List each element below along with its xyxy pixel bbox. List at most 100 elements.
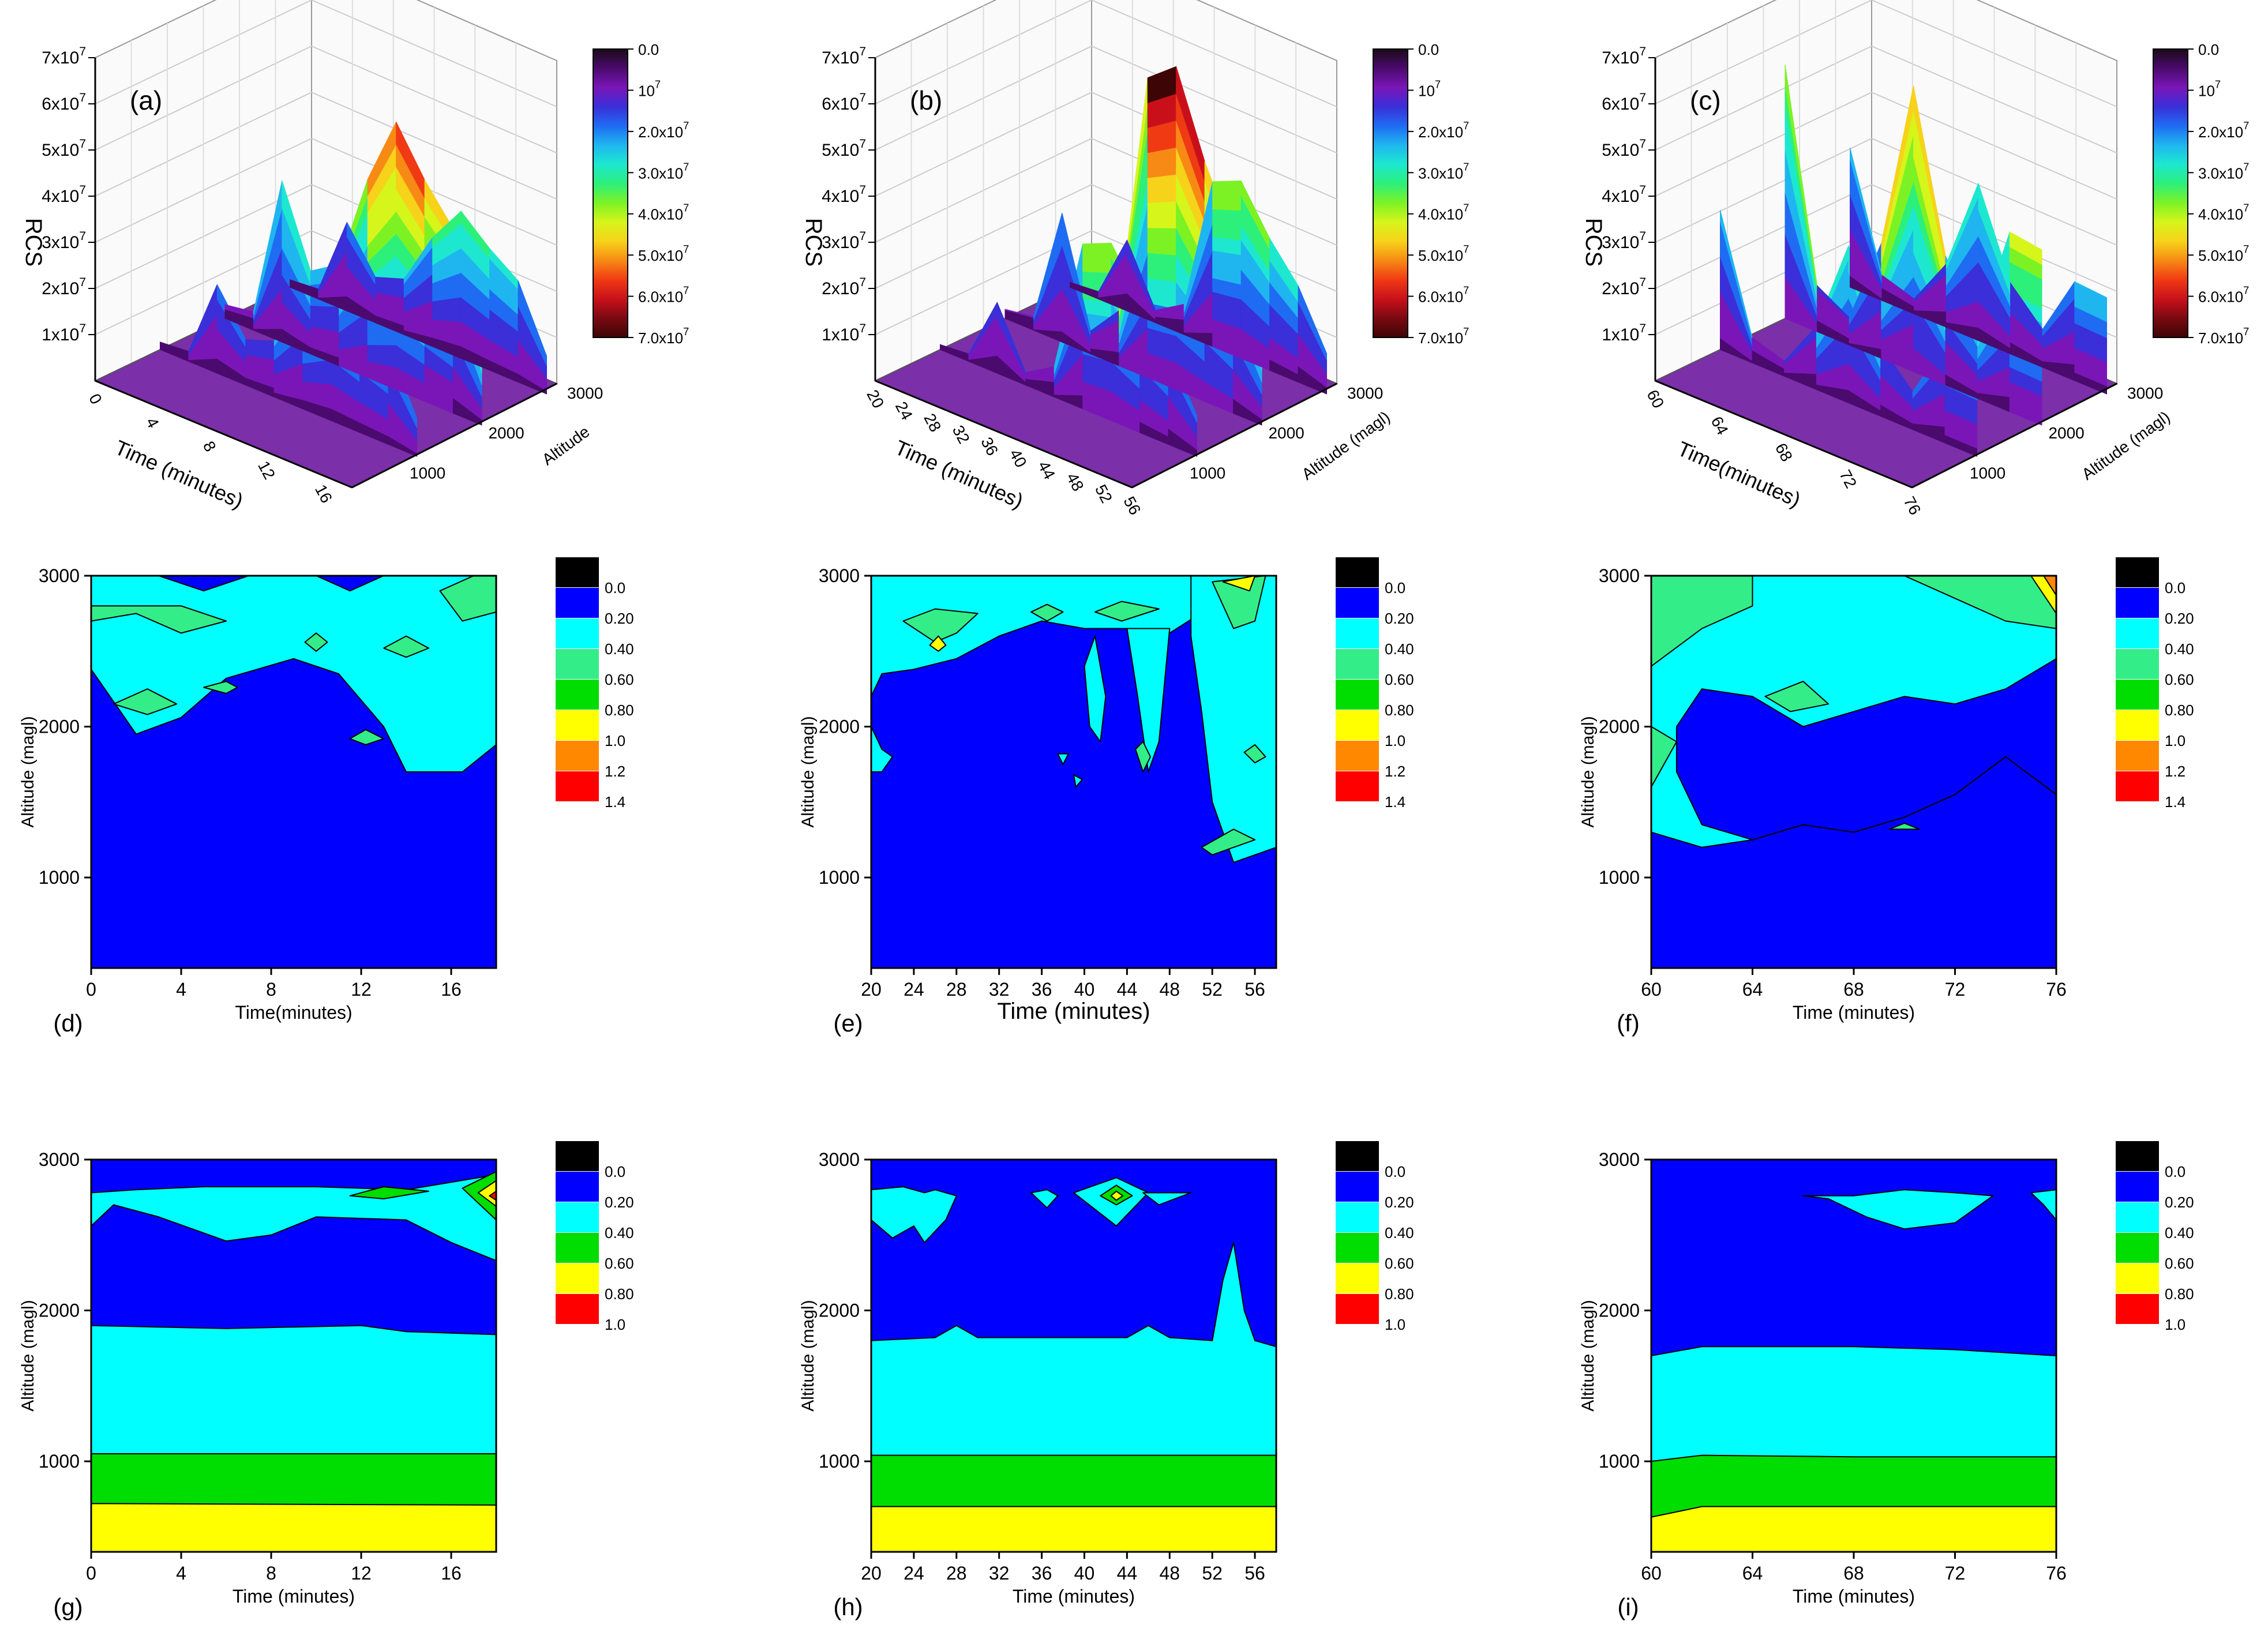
y-tick-label: 3000 xyxy=(1599,1149,1640,1170)
x-tick-label: 76 xyxy=(2046,979,2067,1000)
colorbar xyxy=(2153,48,2188,338)
legend-swatch-aqua_green xyxy=(2116,649,2159,679)
z-tick-label: 5x107 xyxy=(822,137,866,160)
legend-swatch-orange xyxy=(556,741,599,771)
legend-swatch-red xyxy=(1336,1294,1379,1324)
x-tick-label: 36 xyxy=(1032,979,1052,1000)
time-axis-line xyxy=(875,380,1133,489)
altitude-tick-label: 3000 xyxy=(2127,384,2163,402)
colorbar-label: 3.0x107 xyxy=(1418,161,1469,182)
panel-label: (f) xyxy=(1617,1010,1640,1037)
x-tick-label: 48 xyxy=(1159,979,1180,1000)
contour-region-aqua_green xyxy=(1651,726,1677,788)
surface-patch xyxy=(1147,201,1177,228)
colorbar-label: 2.0x107 xyxy=(1418,120,1469,141)
surface-patch xyxy=(1082,257,1112,273)
altitude-axis-label: Altitude (magl) xyxy=(1299,408,1393,483)
legend-swatch-yellow xyxy=(2116,1263,2159,1293)
y-tick-label: 3000 xyxy=(819,1149,860,1170)
plot-frame xyxy=(870,575,1277,969)
x-axis-label: Time (minutes) xyxy=(1013,1586,1135,1607)
legend-swatch-cyan xyxy=(1336,618,1379,648)
surface-patch xyxy=(1147,174,1177,203)
altitude-tick-label: 2000 xyxy=(2048,424,2084,442)
contour-panel-f: 60 64 68 72 76 1000 2000 3000 Time (minutes) Alti… xyxy=(1579,557,2194,1037)
colorbar-label: 5.0x107 xyxy=(638,243,689,264)
legend-swatch-cyan xyxy=(2116,1202,2159,1232)
legend-label: 1.0 xyxy=(605,732,625,749)
time-tick-label: 0 xyxy=(85,391,106,407)
surface-panel-b: 1x107 2x107 3x107 4x107 5x107 6x107 7x107 RCS (b… xyxy=(801,0,1469,518)
time-tick-label: 40 xyxy=(1006,446,1030,470)
x-tick-label: 64 xyxy=(1742,979,1763,1000)
contour-region-aqua_green xyxy=(902,608,979,643)
altitude-tick-label: 3000 xyxy=(567,384,603,402)
legend-swatch-cyan xyxy=(2116,618,2159,648)
y-tick-label: 3000 xyxy=(1599,565,1640,586)
legend-swatch-green xyxy=(556,680,599,710)
legend-swatch-black xyxy=(556,557,599,587)
contour-region-orange xyxy=(2043,576,2056,596)
z-tick-label: 3x107 xyxy=(42,230,86,252)
surface-patch xyxy=(1147,252,1177,283)
legend-label: 0.20 xyxy=(2165,1194,2194,1211)
x-tick-label: 76 xyxy=(2046,1563,2067,1584)
colorbar-label: 6.0x107 xyxy=(1418,285,1469,306)
colorbar xyxy=(593,48,628,338)
surface-panel-c: 1x107 2x107 3x107 4x107 5x107 6x107 7x107 RCS (c… xyxy=(1581,0,2249,518)
legend-label: 0.0 xyxy=(605,1163,625,1180)
time-tick-label: 76 xyxy=(1900,494,1924,518)
x-tick-label: 32 xyxy=(989,979,1010,1000)
z-tick-label: 7x107 xyxy=(42,45,86,67)
y-axis-label: Altitude (magl) xyxy=(799,716,818,827)
colorbar-label: 4.0x107 xyxy=(2198,202,2249,223)
legend-swatch-cyan xyxy=(1336,1202,1379,1232)
x-tick-label: 44 xyxy=(1117,979,1138,1000)
altitude-tick-label: 1000 xyxy=(410,464,445,482)
legend-swatch-green xyxy=(2116,1233,2159,1263)
z-axis-label: RCS xyxy=(1581,218,1606,267)
legend-swatch-blue xyxy=(2116,1172,2159,1202)
legend: 0.0 0.20 0.40 0.60 0.80 1.0 1.2 1.4 xyxy=(2116,557,2194,811)
altitude-tick-label: 2000 xyxy=(488,424,524,442)
x-axis-label: Time (minutes) xyxy=(1793,1586,1915,1607)
legend-label: 0.0 xyxy=(1385,1163,1405,1180)
time-tick-label: 36 xyxy=(977,434,1002,459)
x-tick-label: 28 xyxy=(946,1563,967,1584)
legend-label: 1.4 xyxy=(1385,793,1405,811)
colorbar-label: 5.0x107 xyxy=(2198,243,2249,264)
legend-swatch-black xyxy=(2116,557,2159,587)
time-tick-label: 44 xyxy=(1034,458,1059,482)
time-tick-label: 56 xyxy=(1120,494,1144,518)
band-yellow xyxy=(1651,1506,2056,1552)
legend-swatch-red xyxy=(556,771,599,801)
x-tick-label: 56 xyxy=(1244,979,1265,1000)
contour-region-aqua_green xyxy=(113,688,178,715)
contour-region-cyan xyxy=(1030,1189,1059,1209)
x-tick-label: 8 xyxy=(266,1563,276,1584)
altitude-axis-label: Altitude (magl) xyxy=(2079,408,2173,483)
band-yellow xyxy=(91,1503,496,1552)
x-tick-label: 40 xyxy=(1074,1563,1095,1584)
legend-label: 0.80 xyxy=(1385,1285,1414,1303)
contour-region-blue xyxy=(316,576,384,592)
plot-frame xyxy=(870,1158,1277,1553)
surface-patch xyxy=(302,371,332,385)
contour-panel-e: 20 24 28 32 36 40 44 48 52 56 1000 2000 3000 Time (mi… xyxy=(799,557,1414,1037)
legend-swatch-cyan xyxy=(556,1202,599,1232)
y-tick-label: 2000 xyxy=(39,717,80,737)
colorbar-label: 4.0x107 xyxy=(638,202,689,223)
y-tick-label: 1000 xyxy=(39,867,80,888)
legend-label: 0.40 xyxy=(605,1224,634,1241)
altitude-tick-label: 1000 xyxy=(1190,464,1225,482)
plot-area xyxy=(1651,1160,2056,1552)
legend: 0.0 0.20 0.40 0.60 0.80 1.0 xyxy=(556,1141,634,1333)
legend-label: 0.60 xyxy=(2165,1255,2194,1272)
legend-swatch-blue xyxy=(1336,588,1379,618)
plot-frame xyxy=(90,575,497,969)
time-axis-label: Time (minutes) xyxy=(111,436,247,513)
z-tick-label: 5x107 xyxy=(42,137,86,160)
surface-patch xyxy=(518,280,547,359)
surface-patch xyxy=(1212,180,1242,196)
panel-label: (b) xyxy=(910,85,942,115)
